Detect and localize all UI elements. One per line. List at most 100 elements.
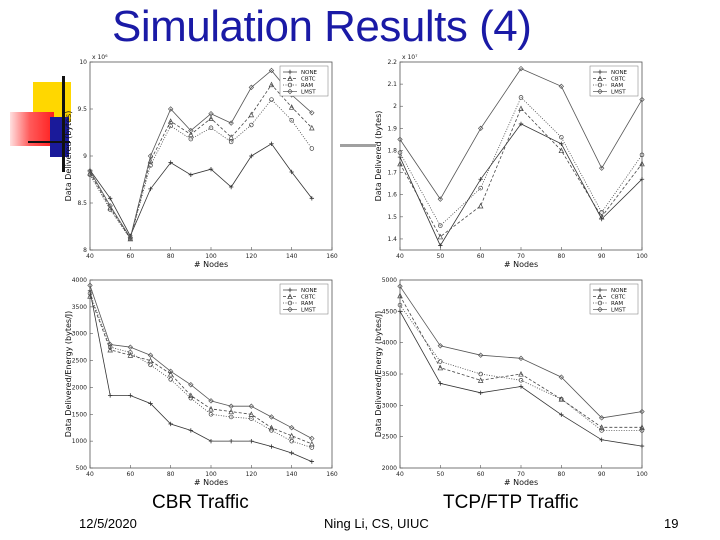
data-point <box>269 141 274 146</box>
data-point <box>599 437 604 442</box>
y-tick-label: 2000 <box>72 384 87 391</box>
data-point <box>518 384 524 389</box>
data-point <box>268 424 275 431</box>
data-point <box>228 403 234 409</box>
data-point <box>228 134 234 140</box>
data-point <box>228 184 234 190</box>
data-point <box>208 438 214 444</box>
data-point <box>268 67 275 74</box>
data-point <box>309 110 315 116</box>
data-point <box>228 408 234 415</box>
y-tick-label: 1500 <box>72 411 87 418</box>
axis-exponent-label: x 10⁶ <box>92 54 108 61</box>
y-axis-label: Data Delivered (bytes) <box>64 111 73 202</box>
data-point <box>269 444 274 449</box>
series-line <box>399 107 643 238</box>
data-point <box>478 177 483 182</box>
legend-marker <box>287 293 293 300</box>
y-tick-label: 3500 <box>72 304 87 311</box>
data-point <box>559 134 564 140</box>
data-point <box>639 177 645 182</box>
x-tick-label: 60 <box>477 253 485 260</box>
series-ram <box>397 302 645 433</box>
x-tick-label: 60 <box>127 253 135 260</box>
data-point <box>518 65 524 72</box>
chart-cbr-data-energy: 40 60 80 100 120 140 160 500 1000 1500 2000 2500 300… <box>62 268 347 490</box>
x-tick-label: 80 <box>167 253 175 260</box>
data-point <box>148 186 153 192</box>
series-line <box>89 69 313 239</box>
footer-date: 12/5/2020 <box>79 516 137 531</box>
data-point <box>188 127 194 134</box>
y-tick-label: 1.5 <box>387 214 397 221</box>
deco-horizontal-line <box>28 141 70 143</box>
caption-cbr-traffic: CBR Traffic <box>152 492 249 513</box>
x-tick-label: 100 <box>205 471 217 478</box>
data-point <box>208 405 214 412</box>
series-line <box>399 96 643 227</box>
legend-entry: NONE <box>301 288 318 294</box>
data-point <box>228 139 234 145</box>
legend-marker <box>287 82 293 88</box>
data-point <box>309 124 315 131</box>
y-tick-label: 1.7 <box>387 170 397 177</box>
data-point <box>438 359 443 364</box>
data-point <box>148 163 153 168</box>
legend-entry: NONE <box>611 288 628 294</box>
data-point <box>558 374 565 380</box>
x-tick-label: 90 <box>598 471 606 478</box>
series-ram <box>397 95 645 228</box>
legend-marker <box>597 75 603 82</box>
data-point <box>289 438 294 444</box>
data-point <box>639 96 645 103</box>
data-point <box>397 292 403 299</box>
x-axis-label: # Nodes <box>194 478 228 487</box>
data-point <box>477 125 484 132</box>
data-point <box>127 352 134 358</box>
x-tick-label: 40 <box>396 471 404 478</box>
chart-tcp-data-energy: 40 50 60 70 80 90 100 2000 2500 3000 3500 4000 4500 5… <box>372 268 657 490</box>
data-point <box>289 118 294 123</box>
data-point <box>518 371 524 377</box>
series-none <box>87 288 315 464</box>
data-point <box>309 196 315 201</box>
y-tick-label: 2.2 <box>387 59 397 66</box>
data-point <box>249 122 254 128</box>
x-tick-label: 120 <box>246 253 258 260</box>
legend-entry: CBTC <box>301 77 316 83</box>
data-point <box>309 146 315 151</box>
data-point <box>107 393 113 398</box>
data-point <box>598 213 605 220</box>
data-point <box>228 120 234 126</box>
y-tick-label: 2 <box>393 103 397 110</box>
y-tick-label: 1.4 <box>387 236 397 243</box>
data-point <box>208 125 214 131</box>
legend-entry: LMST <box>301 308 316 314</box>
data-point <box>639 443 645 449</box>
data-point <box>167 118 174 124</box>
data-point <box>639 428 645 433</box>
data-point <box>309 459 315 464</box>
data-point <box>208 166 214 172</box>
data-point <box>107 196 113 201</box>
y-tick-label: 1000 <box>72 438 87 445</box>
y-tick-label: 10 <box>79 59 87 66</box>
data-point <box>87 168 93 174</box>
legend-entry: NONE <box>301 70 318 76</box>
data-point <box>477 352 484 358</box>
x-tick-label: 160 <box>326 253 338 260</box>
legend-entry: RAM <box>611 83 623 89</box>
data-point <box>107 203 113 209</box>
data-point <box>438 223 443 228</box>
data-point <box>437 233 444 240</box>
data-point <box>168 123 173 129</box>
data-point <box>639 160 645 167</box>
data-point <box>309 445 315 450</box>
x-tick-label: 70 <box>517 471 525 478</box>
legend-entry: RAM <box>301 83 313 89</box>
data-point <box>397 302 403 308</box>
y-tick-label: 2.1 <box>387 81 397 88</box>
data-point <box>268 81 275 88</box>
legend-entry: CBTC <box>611 295 626 301</box>
